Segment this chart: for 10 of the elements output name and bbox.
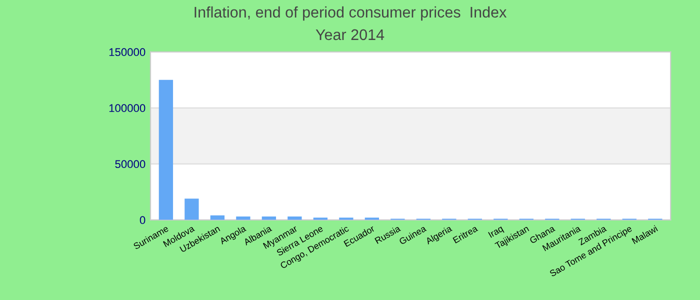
bar — [158, 80, 174, 220]
chart-subtitle: Year 2014 — [316, 29, 384, 40]
y-tick-label: 0 — [140, 216, 146, 224]
bar — [236, 216, 250, 220]
y-tick-label: 50000 — [115, 160, 146, 168]
bar — [288, 216, 302, 220]
bar — [184, 198, 199, 220]
y-tick-label: 150000 — [109, 48, 146, 56]
chart-title: Inflation, end of period consumer prices Index — [194, 6, 507, 21]
y-tick-label: 100000 — [109, 104, 146, 112]
